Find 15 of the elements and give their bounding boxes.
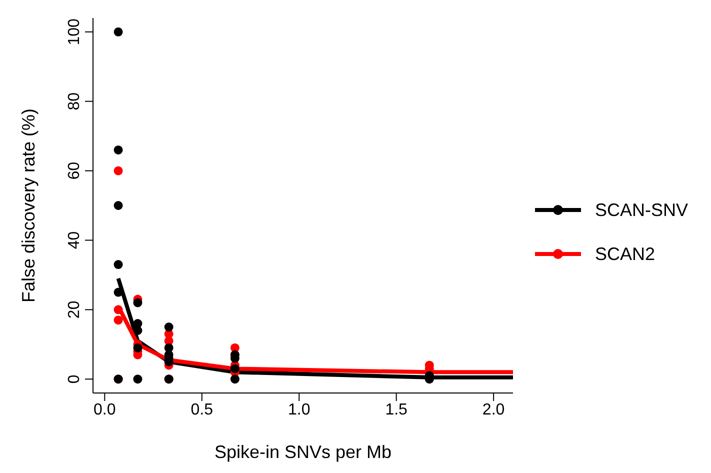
y-tick-label: 40 (66, 231, 83, 250)
x-tick-label: 0.0 (94, 401, 116, 418)
x-axis-title: Spike-in SNVs per Mb (214, 442, 392, 462)
y-tick-label: 60 (66, 162, 83, 180)
y-axis-title: False discovery rate (%) (18, 108, 38, 303)
y-tick-label: 100 (66, 18, 83, 46)
y-tick-label: 0 (66, 374, 83, 384)
x-tick-label: 2.0 (482, 401, 505, 418)
x-tick-label: 0.5 (190, 401, 214, 418)
legend-label: SCAN-SNV (595, 200, 688, 220)
y-tick-label: 80 (66, 92, 83, 110)
x-tick-label: 1.0 (288, 401, 310, 418)
y-tick-label: 20 (66, 300, 83, 319)
x-tick-label: 1.5 (385, 401, 408, 418)
legend-label: SCAN2 (595, 244, 656, 264)
